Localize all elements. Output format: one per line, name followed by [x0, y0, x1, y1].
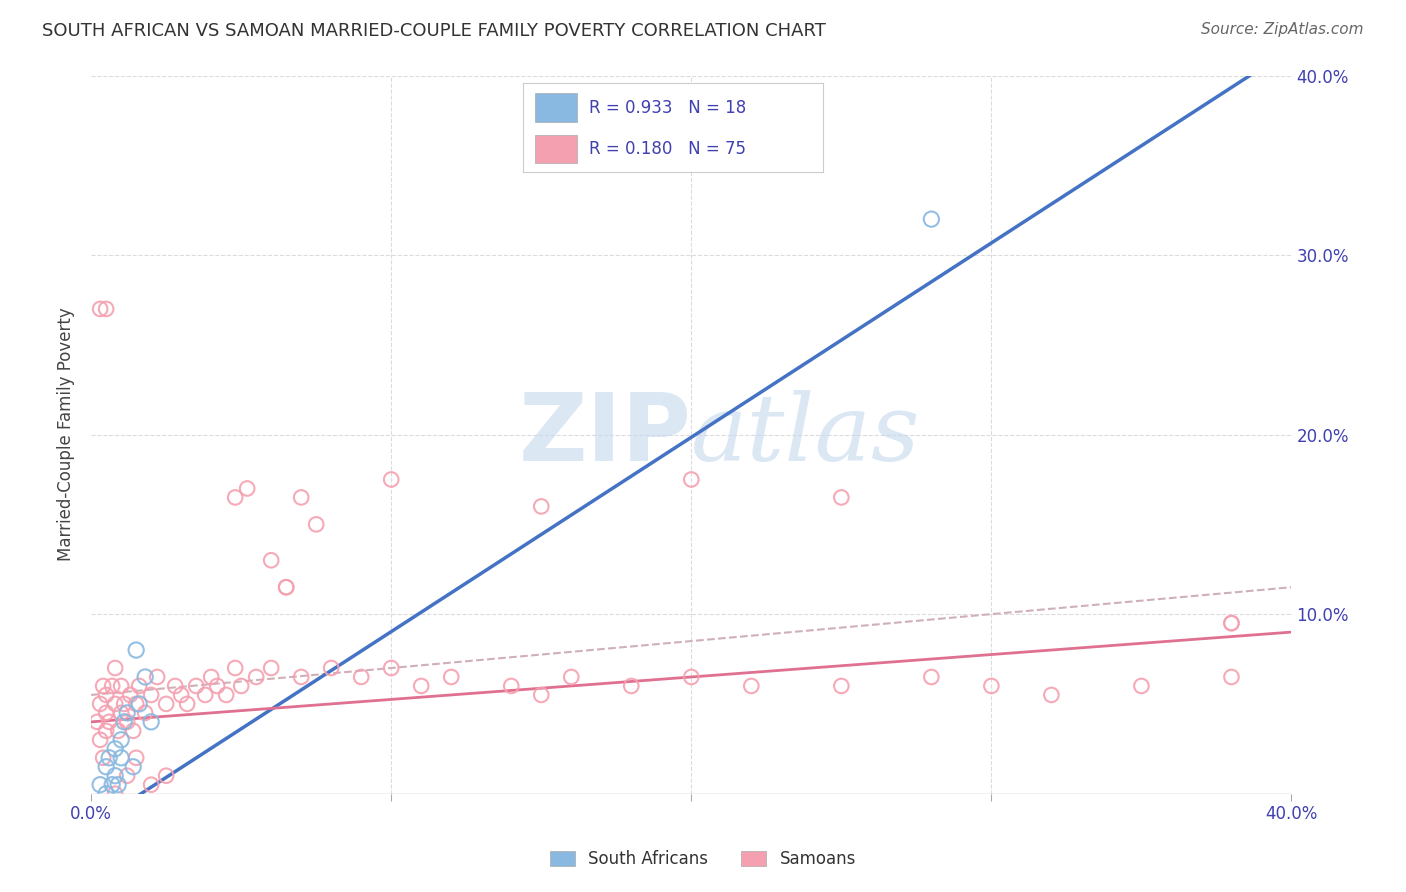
Point [681, 670, 703, 684]
Point [200, 670, 222, 684]
Point [231, 679, 253, 693]
Point [681, 473, 703, 487]
Point [96, 706, 118, 720]
Point [170, 688, 193, 702]
Point [830, 491, 852, 505]
Point [224, 661, 246, 675]
Point [112, 714, 135, 729]
Point [120, 688, 142, 702]
Point [91, 751, 114, 765]
Point [1220, 616, 1243, 631]
Point [89, 732, 111, 747]
Point [350, 670, 373, 684]
Point [112, 697, 135, 711]
Legend: South Africans, Samoans: South Africans, Samoans [543, 844, 863, 875]
Point [125, 751, 148, 765]
Point [101, 778, 124, 792]
Point [1040, 688, 1063, 702]
Point [107, 778, 129, 792]
Point [1130, 679, 1153, 693]
Point [560, 670, 582, 684]
Point [260, 553, 283, 567]
Point [134, 670, 156, 684]
Point [134, 706, 156, 720]
Point [122, 760, 145, 774]
Point [245, 670, 267, 684]
Point [155, 697, 177, 711]
Point [411, 679, 433, 693]
Point [530, 500, 553, 514]
Point [125, 697, 148, 711]
Point [146, 670, 169, 684]
Point [104, 741, 127, 756]
Point [155, 769, 177, 783]
Point [96, 723, 118, 738]
Point [321, 661, 343, 675]
Point [141, 778, 163, 792]
Point [89, 697, 111, 711]
Y-axis label: Married-Couple Family Poverty: Married-Couple Family Poverty [58, 308, 75, 561]
Text: atlas: atlas [692, 390, 921, 480]
Point [115, 714, 138, 729]
Point [290, 670, 312, 684]
Point [380, 661, 402, 675]
Point [1220, 616, 1243, 631]
Point [104, 787, 127, 801]
Point [215, 688, 238, 702]
Point [107, 723, 129, 738]
Point [440, 670, 463, 684]
Point [128, 697, 150, 711]
Point [194, 688, 217, 702]
Point [141, 688, 163, 702]
Point [86, 714, 108, 729]
Point [125, 643, 148, 657]
Point [110, 732, 132, 747]
Point [104, 661, 127, 675]
Point [91, 679, 114, 693]
Point [96, 301, 118, 316]
Point [115, 769, 138, 783]
Point [830, 679, 852, 693]
Text: Source: ZipAtlas.com: Source: ZipAtlas.com [1201, 22, 1364, 37]
Point [380, 473, 402, 487]
Text: ZIP: ZIP [519, 389, 692, 481]
Point [104, 769, 127, 783]
Point [290, 491, 312, 505]
Point [96, 688, 118, 702]
Point [104, 697, 127, 711]
Point [176, 697, 198, 711]
Point [224, 491, 246, 505]
Point [98, 751, 121, 765]
Point [110, 679, 132, 693]
Point [96, 787, 118, 801]
Point [1220, 670, 1243, 684]
Point [110, 751, 132, 765]
Point [165, 679, 187, 693]
Point [101, 679, 124, 693]
Point [89, 778, 111, 792]
Point [920, 670, 942, 684]
Point [620, 679, 643, 693]
Point [89, 301, 111, 316]
Point [128, 679, 150, 693]
Point [276, 580, 298, 594]
Point [980, 679, 1002, 693]
Point [115, 706, 138, 720]
Point [260, 661, 283, 675]
Point [920, 212, 942, 227]
Point [740, 679, 762, 693]
Point [110, 706, 132, 720]
Point [122, 723, 145, 738]
Text: SOUTH AFRICAN VS SAMOAN MARRIED-COUPLE FAMILY POVERTY CORRELATION CHART: SOUTH AFRICAN VS SAMOAN MARRIED-COUPLE F… [42, 22, 827, 40]
Point [141, 714, 163, 729]
Point [205, 679, 228, 693]
Point [276, 580, 298, 594]
Point [530, 688, 553, 702]
Point [96, 760, 118, 774]
Point [98, 714, 121, 729]
Point [305, 517, 328, 532]
Point [186, 679, 208, 693]
Point [236, 482, 259, 496]
Point [501, 679, 523, 693]
